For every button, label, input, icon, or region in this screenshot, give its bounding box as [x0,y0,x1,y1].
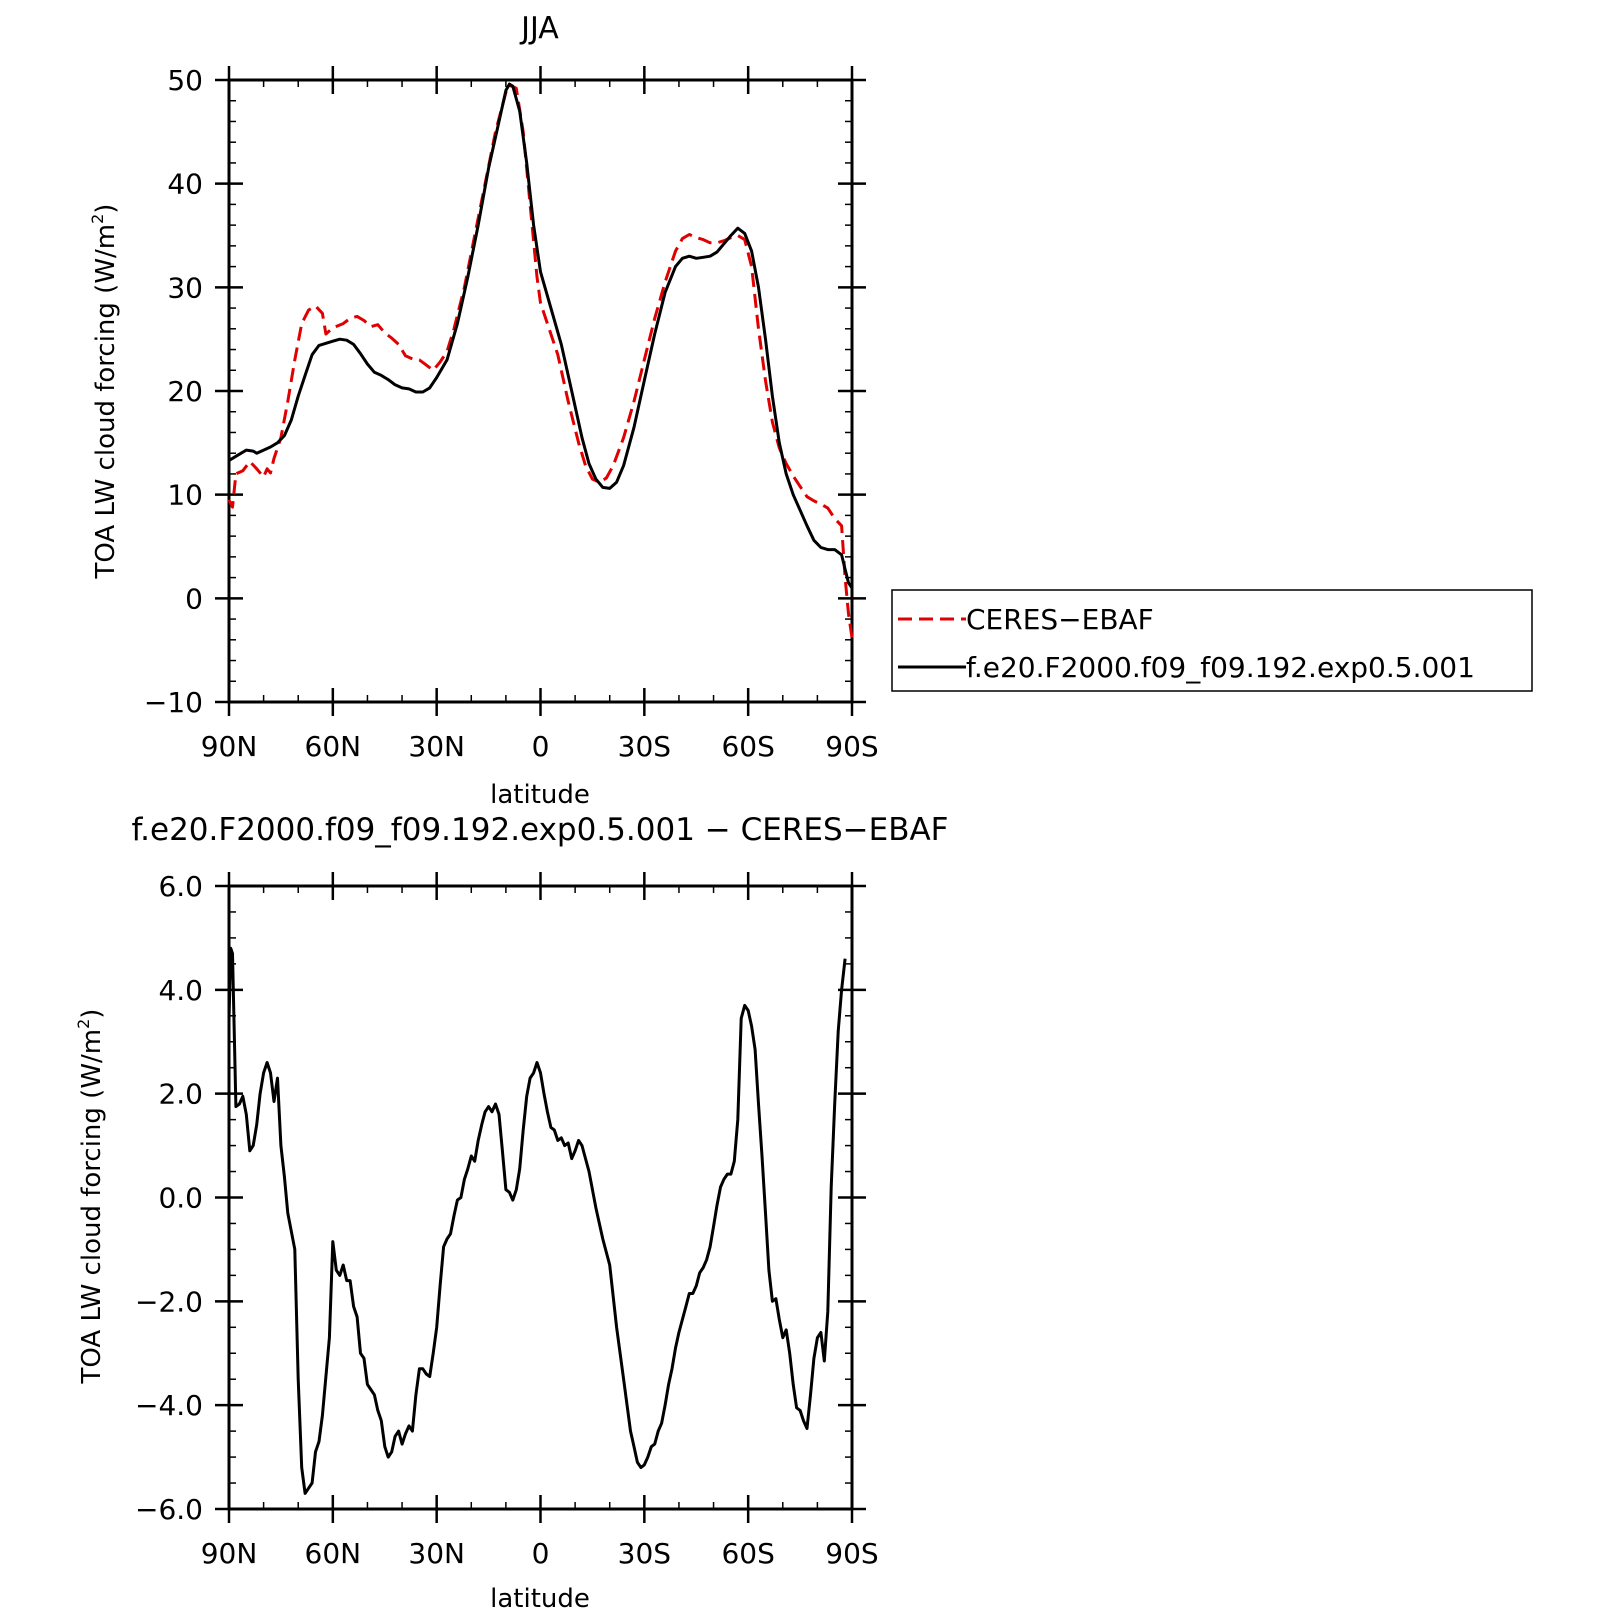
y-tick-label: 40 [167,168,203,201]
y-tick-label: 0.0 [158,1182,203,1215]
x-axis-label: latitude [490,780,590,810]
y-tick-label: 20 [167,375,203,408]
y-tick-label: 30 [167,271,203,304]
chart-title: f.e20.F2000.f09_f09.192.exp0.5.001 − CER… [131,812,948,848]
series-line-1 [228,82,854,589]
plot-frame [227,78,854,704]
x-tick-label: 90S [825,730,878,763]
x-tick-label: 90N [201,1537,258,1570]
y-tick-label: 6.0 [158,870,203,903]
y-tick-label: 10 [167,479,203,512]
x-tick-label: 30S [618,730,671,763]
bottom-panel-difference: f.e20.F2000.f09_f09.192.exp0.5.001 − CER… [74,812,949,1613]
series-line-0 [227,83,854,638]
x-axis-ticks: 90N 60N 30N 0 30S 60S 90S [201,66,879,763]
x-tick-label: 0 [532,730,550,763]
y-axis-label-superscript: 2 [74,1019,93,1029]
plot-lines [227,946,847,1495]
legend: CERES−EBAF f.e20.F2000.f09_f09.192.exp0.… [891,589,1533,692]
x-tick-label: 0 [532,1537,550,1570]
y-axis-label: TOA LW cloud forcing (W/m2) [88,204,121,580]
y-tick-label: −6.0 [135,1493,203,1526]
x-tick-label: 30N [408,730,465,763]
y-tick-label: 4.0 [158,974,203,1007]
y-tick-label: 50 [167,64,203,97]
y-axis-label-close: ) [77,1009,107,1019]
y-axis-ticks: 6.0 4.0 2.0 0.0 −2.0 −4.0 −6.0 [135,870,866,1526]
x-tick-label: 60N [305,1537,362,1570]
y-axis-ticks: 50 40 30 20 10 0 −10 [144,64,866,719]
x-tick-label: 30N [408,1537,465,1570]
x-tick-label: 60S [721,1537,774,1570]
y-axis-label-text: TOA LW cloud forcing (W/m [77,1029,107,1385]
plot-lines [227,82,854,638]
x-tick-label: 90S [825,1537,878,1570]
x-axis-label: latitude [490,1584,590,1613]
y-tick-label: −4.0 [135,1389,203,1422]
x-tick-label: 30S [618,1537,671,1570]
y-tick-label: 2.0 [158,1078,203,1111]
y-tick-label: −2.0 [135,1285,203,1318]
x-tick-label: 60N [305,730,362,763]
legend-label-model: f.e20.F2000.f09_f09.192.exp0.5.001 [966,651,1475,684]
legend-label-ceres-ebaf: CERES−EBAF [966,603,1154,636]
series-line-0 [227,946,847,1495]
y-axis-label-superscript: 2 [88,214,107,224]
x-axis-ticks: 90N 60N 30N 0 30S 60S 90S [201,872,879,1570]
y-axis-label-close: ) [91,204,121,214]
x-tick-label: 60S [721,730,774,763]
chart-title: JJA [519,11,559,46]
y-tick-label: −10 [144,686,203,719]
top-panel-jja: JJA 50 40 30 20 10 0 −10 90N 60N 30N 0 30S 60S 90S l… [88,11,1533,810]
legend-box [891,589,1533,692]
x-tick-label: 90N [201,730,258,763]
y-axis-label: TOA LW cloud forcing (W/m2) [74,1009,107,1385]
y-tick-label: 0 [185,582,203,615]
y-axis-label-text: TOA LW cloud forcing (W/m [91,224,121,580]
